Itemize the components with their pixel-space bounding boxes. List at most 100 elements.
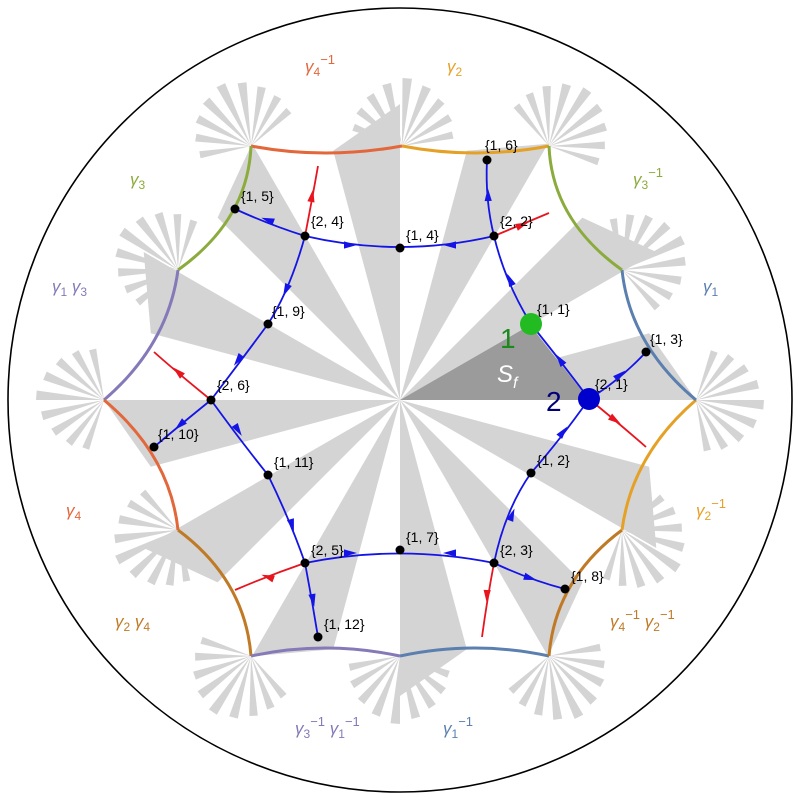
arrowhead [286, 518, 294, 532]
vertex-label: {1, 11} [274, 454, 314, 470]
vertex-dot [526, 468, 536, 478]
generator-label: γ3−1 [633, 165, 663, 192]
tile-fan-spike [513, 103, 549, 146]
vertex-dot [395, 243, 405, 253]
tile-fan-spike [89, 348, 104, 400]
tile-fan-spike [82, 400, 104, 450]
tile-fan-spike [119, 227, 178, 270]
side-gamma4 [103, 398, 180, 531]
generator-label: γ1 γ3 [52, 277, 87, 299]
vertex-label: {2, 1} [595, 376, 628, 392]
tile-fan-spike [696, 364, 749, 400]
tile-wedge [217, 143, 400, 400]
tile-fan-spike [622, 530, 646, 588]
blue-path-edge [234, 208, 306, 237]
tile-fan-spike [357, 656, 400, 705]
side-gamma1 [620, 269, 697, 402]
vertex-dot [482, 155, 492, 165]
tile-fan-spike [549, 122, 607, 146]
tile-fan-spike [549, 141, 605, 150]
vertex-dot [560, 584, 570, 594]
vertex-label: {1, 1} [537, 301, 570, 317]
arrowhead [613, 370, 626, 382]
generator-labels: γ4−1 γ2 γ3 γ3−1 γ1 γ3 γ1 γ4 γ2−1 γ2 γ4 γ4−1 γ2−1 γ… [52, 52, 726, 741]
tile-fan-spike [65, 400, 104, 446]
fundamental-region [400, 325, 589, 400]
tile-fan-spike [622, 256, 686, 270]
tile-wedge [400, 400, 583, 657]
vertex-label: {1, 7} [406, 529, 439, 545]
arrowhead [261, 217, 275, 226]
tile-fan-spike [135, 216, 178, 270]
tile-fan-spike [229, 656, 251, 719]
tile-fan-spike [200, 636, 251, 656]
generator-label: γ4 [66, 501, 82, 523]
vertex-dot [263, 470, 273, 480]
vertex-label: {1, 12} [324, 616, 365, 632]
start-marker-label: 1 [500, 323, 516, 354]
tile-fan-spike [549, 656, 597, 705]
tile-fan-spike [622, 270, 682, 285]
tile-fan-spike [549, 83, 571, 146]
tile-fan-spike [51, 400, 104, 436]
tile-fan-spike [202, 97, 251, 146]
vertex-dot [206, 395, 216, 405]
tile-fan-spike [542, 86, 551, 146]
tile-fan-spike [696, 400, 764, 410]
arrowhead [608, 413, 621, 424]
side-gamma4inv-gamma2inv [547, 528, 623, 657]
tile-fan-spike [402, 98, 445, 146]
arrowhead [443, 549, 456, 557]
tile-fan-spike [549, 656, 563, 720]
tile-fan-spike [237, 82, 251, 146]
tile-fan-spike [622, 270, 673, 301]
arrowhead [507, 273, 516, 287]
side-gamma4-inv [250, 144, 403, 155]
octagon-boundary [103, 144, 697, 658]
arrowhead [556, 426, 568, 439]
arrowhead [443, 241, 456, 249]
tile-fan-spike [251, 656, 275, 710]
vertex-label: {1, 9} [272, 303, 305, 319]
tile-fan-spike [696, 350, 718, 400]
arrowhead [308, 593, 316, 607]
tile-fan-spike [55, 357, 104, 400]
generator-label: γ2−1 [696, 496, 726, 523]
tile-fan-spike [251, 86, 266, 146]
tile-fan-spike [199, 146, 251, 159]
tile-fan-spike [36, 390, 104, 400]
tile-fan-spike [154, 212, 178, 270]
tile-fan-spike [208, 656, 251, 715]
tile-fan-spike [348, 656, 400, 671]
tile-fan-spike [696, 354, 735, 400]
tile-fan-spike [549, 146, 600, 166]
arrowhead [483, 589, 491, 603]
tile-fan-spike [371, 656, 400, 717]
tile-fan-spike [118, 515, 178, 530]
generator-label: γ3 [130, 170, 146, 192]
tile-fan-spike [696, 400, 729, 450]
vertex-dot [395, 545, 405, 555]
vertex-label: {2, 2} [500, 213, 533, 229]
tile-fan-spike [518, 656, 549, 707]
side-gamma2-gamma4 [177, 528, 253, 657]
vertex-dot [489, 231, 499, 241]
vertex-points: {1, 1} {2, 1} {1, 2} {1, 3} {2, 2} {1, 4} {2, … [149, 137, 683, 642]
tile-fan-spike [140, 489, 178, 530]
tile-fan-spike [618, 530, 627, 586]
tile-wedge [400, 400, 467, 696]
generator-label: γ4−1 γ2−1 [610, 607, 675, 634]
start-marker [520, 313, 542, 335]
tile-fan-spike [41, 400, 104, 421]
side-gamma3-inv [547, 145, 623, 272]
tile-fan-spike [508, 656, 549, 694]
tile-fan-spike [549, 656, 584, 719]
tile-wedge [400, 217, 657, 400]
tile-fan-spike [696, 379, 759, 400]
arrowhead [555, 354, 567, 367]
tile-fan-spike [622, 530, 665, 584]
vertex-dot [300, 231, 310, 241]
arrowhead [523, 572, 537, 581]
generator-label: γ1−1 [443, 714, 473, 741]
